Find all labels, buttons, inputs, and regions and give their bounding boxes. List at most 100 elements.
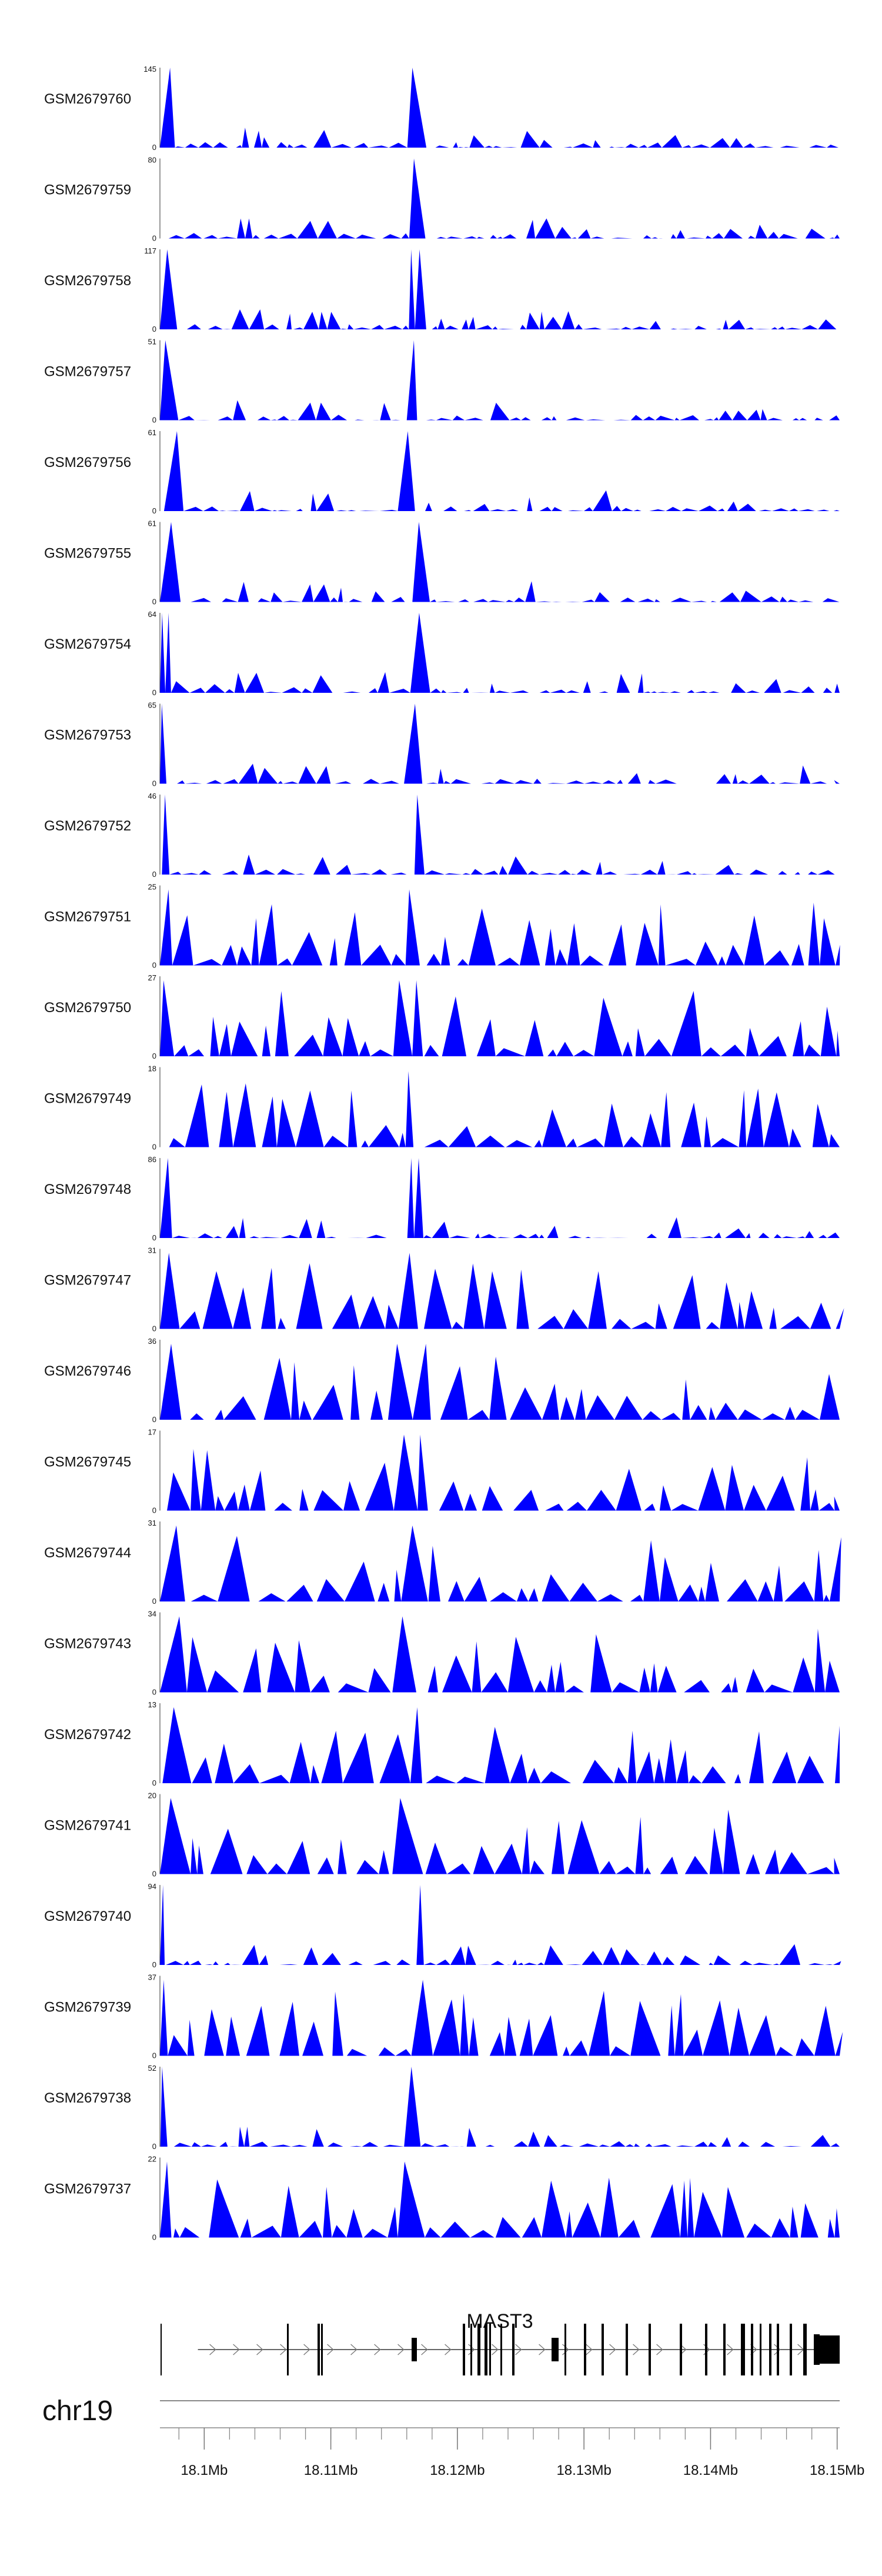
gene-exon bbox=[814, 2334, 820, 2365]
coverage-area bbox=[160, 1616, 840, 1693]
coverage-area bbox=[160, 2161, 840, 2238]
coverage-track: GSM2679752 46 0 bbox=[44, 792, 840, 879]
strand-arrow bbox=[562, 2344, 569, 2355]
coverage-track: GSM2679737 22 0 bbox=[44, 2155, 840, 2242]
track-sample-label: GSM2679747 bbox=[44, 1273, 131, 1289]
strand-arrow bbox=[397, 2344, 405, 2355]
track-sample-label: GSM2679737 bbox=[44, 2181, 131, 2197]
gene-exon bbox=[723, 2324, 726, 2375]
track-sample-label: GSM2679745 bbox=[44, 1454, 131, 1470]
gene-exon bbox=[705, 2324, 707, 2375]
gene-exon bbox=[477, 2324, 480, 2375]
track-sample-label: GSM2679757 bbox=[44, 364, 131, 380]
strand-arrow bbox=[421, 2344, 428, 2355]
coverage-track: GSM2679746 36 0 bbox=[44, 1337, 840, 1424]
coverage-track: GSM2679745 17 0 bbox=[44, 1428, 840, 1515]
track-ymin-label: 0 bbox=[152, 416, 156, 425]
coverage-area bbox=[160, 1158, 840, 1238]
track-ymax-label: 27 bbox=[148, 973, 156, 982]
track-ymin-label: 0 bbox=[152, 688, 156, 697]
track-ymin-label: 0 bbox=[152, 1052, 156, 1060]
strand-arrow bbox=[303, 2344, 310, 2355]
track-sample-label: GSM2679755 bbox=[44, 546, 131, 562]
track-ymax-label: 52 bbox=[148, 2064, 156, 2073]
track-ymax-label: 17 bbox=[148, 1428, 156, 1437]
coverage-track: GSM2679755 61 0 bbox=[44, 519, 840, 606]
coverage-track: GSM2679742 13 0 bbox=[44, 1700, 840, 1787]
coverage-area bbox=[160, 1885, 841, 1965]
chromosome-label: chr19 bbox=[42, 2395, 113, 2427]
coverage-track: GSM2679759 80 0 bbox=[44, 156, 840, 243]
gene-exon bbox=[680, 2324, 682, 2375]
coverage-area bbox=[160, 613, 840, 693]
track-ymax-label: 65 bbox=[148, 701, 156, 710]
gene-model-track: MAST3 bbox=[161, 2310, 840, 2375]
x-axis-tick-label: 18.11Mb bbox=[304, 2462, 358, 2478]
gene-exon bbox=[760, 2324, 761, 2375]
track-ymax-label: 117 bbox=[144, 246, 156, 255]
track-ymax-label: 94 bbox=[148, 1882, 156, 1891]
track-ymax-label: 18 bbox=[148, 1065, 156, 1073]
gene-exon bbox=[564, 2324, 566, 2375]
strand-arrow bbox=[445, 2344, 452, 2355]
strand-arrow bbox=[774, 2344, 781, 2355]
gene-exon bbox=[769, 2324, 771, 2375]
track-ymin-label: 0 bbox=[152, 325, 156, 333]
track-ymax-label: 46 bbox=[148, 792, 156, 800]
track-ymax-label: 20 bbox=[148, 1791, 156, 1800]
track-ymax-label: 22 bbox=[148, 2155, 156, 2164]
coverage-track: GSM2679740 94 0 bbox=[44, 1882, 841, 1969]
coverage-area bbox=[160, 703, 840, 784]
track-sample-label: GSM2679751 bbox=[44, 909, 131, 925]
track-ymin-label: 0 bbox=[152, 143, 156, 152]
track-ymin-label: 0 bbox=[152, 1688, 156, 1697]
coverage-track: GSM2679738 52 0 bbox=[44, 2064, 840, 2151]
coverage-track: GSM2679757 51 0 bbox=[44, 338, 840, 425]
coverage-track: GSM2679743 34 0 bbox=[44, 1610, 840, 1697]
chromosome-axis: chr19 bbox=[42, 2395, 840, 2427]
strand-arrow bbox=[327, 2344, 334, 2355]
track-sample-label: GSM2679744 bbox=[44, 1545, 131, 1561]
x-axis-tick-label: 18.15Mb bbox=[810, 2462, 864, 2478]
coverage-area bbox=[160, 980, 840, 1056]
track-ymin-label: 0 bbox=[152, 2142, 156, 2151]
track-ymin-label: 0 bbox=[152, 870, 156, 879]
strand-arrow bbox=[280, 2344, 287, 2355]
coverage-track: GSM2679748 86 0 bbox=[44, 1155, 840, 1242]
strand-arrow bbox=[209, 2344, 216, 2355]
track-ymax-label: 25 bbox=[148, 883, 156, 892]
gene-exon bbox=[489, 2324, 491, 2375]
coverage-track: GSM2679760 145 0 bbox=[44, 65, 840, 152]
track-ymax-label: 51 bbox=[148, 338, 156, 346]
coverage-track: GSM2679753 65 0 bbox=[44, 701, 840, 788]
gene-exon bbox=[751, 2324, 753, 2375]
strand-arrow bbox=[656, 2344, 663, 2355]
gene-exon bbox=[485, 2324, 487, 2375]
coverage-area bbox=[160, 1434, 840, 1511]
strand-arrow bbox=[633, 2344, 640, 2355]
strand-arrow bbox=[374, 2344, 381, 2355]
coverage-area bbox=[160, 1071, 840, 1147]
coverage-area bbox=[160, 522, 840, 602]
strand-arrow bbox=[515, 2344, 522, 2355]
coverage-track: GSM2679758 117 0 bbox=[44, 246, 840, 333]
track-sample-label: GSM2679756 bbox=[44, 455, 131, 471]
track-sample-label: GSM2679759 bbox=[44, 182, 131, 198]
coverage-track: GSM2679750 27 0 bbox=[44, 973, 840, 1060]
strand-arrow bbox=[609, 2344, 616, 2355]
x-axis: 18.1Mb 18.11Mb 18.12Mb 18.13Mb 18.14Mb 18.15M… bbox=[160, 2427, 864, 2478]
strand-arrow bbox=[586, 2344, 593, 2355]
coverage-area bbox=[160, 249, 840, 329]
track-sample-label: GSM2679750 bbox=[44, 1000, 131, 1016]
track-ymax-label: 34 bbox=[148, 1610, 156, 1619]
coverage-track: GSM2679747 31 0 bbox=[44, 1246, 844, 1333]
gene-exon bbox=[463, 2324, 465, 2375]
coverage-track: GSM2679751 25 0 bbox=[44, 883, 840, 970]
x-axis-tick-label: 18.13Mb bbox=[556, 2462, 611, 2478]
track-ymax-label: 31 bbox=[148, 1246, 156, 1255]
track-ymin-label: 0 bbox=[152, 1597, 156, 1606]
x-axis-tick-label: 18.1Mb bbox=[181, 2462, 228, 2478]
track-ymin-label: 0 bbox=[152, 1415, 156, 1424]
x-axis-tick-label: 18.12Mb bbox=[430, 2462, 485, 2478]
track-ymin-label: 0 bbox=[152, 2233, 156, 2242]
